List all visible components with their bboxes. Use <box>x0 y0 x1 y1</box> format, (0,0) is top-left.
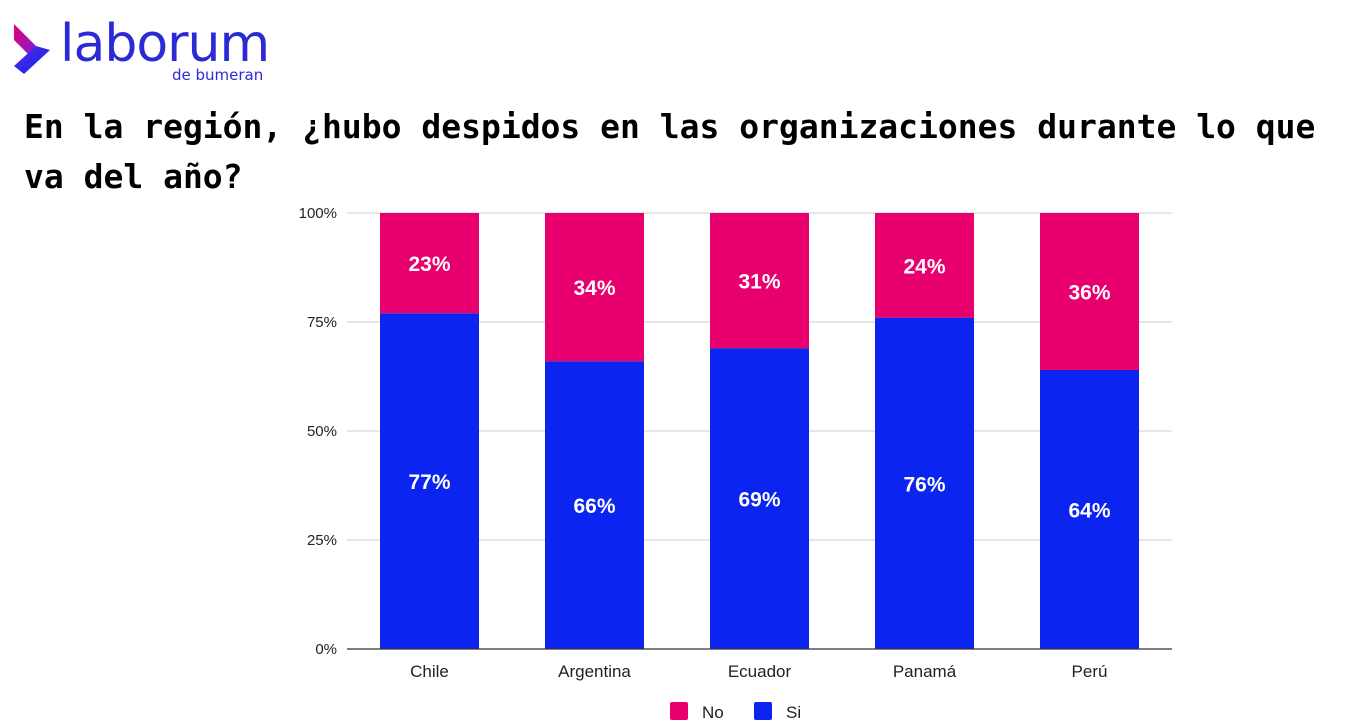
legend-swatch-si <box>754 702 772 720</box>
axes: 0% 25% 50% 75% 100% Chile Argentina Ecuador Pana… <box>299 205 1172 681</box>
y-tick-label: 75% <box>307 314 337 331</box>
bar-si-perú <box>1040 369 1139 649</box>
legend-label-no: No <box>702 703 724 722</box>
bar-si-argentina <box>545 361 644 649</box>
y-tick-label: 25% <box>307 532 337 549</box>
legend: No Si <box>670 702 801 722</box>
x-tick-label: Perú <box>1072 662 1108 681</box>
data-label: 69% <box>738 489 780 512</box>
legend-label-si: Si <box>786 703 801 722</box>
x-tick-label: Panamá <box>893 662 957 681</box>
data-label: 36% <box>1068 281 1110 304</box>
y-tick-label: 100% <box>299 205 337 222</box>
legend-swatch-no <box>670 702 688 720</box>
data-label: 64% <box>1068 499 1110 522</box>
brand-subtitle: de bumeran <box>172 66 264 84</box>
bar-si-chile <box>380 313 479 649</box>
data-label: 66% <box>573 495 615 518</box>
y-tick-label: 50% <box>307 423 337 440</box>
data-label: 34% <box>573 277 615 300</box>
x-tick-label: Ecuador <box>728 662 792 681</box>
brand-name: laborum <box>60 14 270 74</box>
bar-si-ecuador <box>710 348 809 649</box>
laborum-logo: laborum de bumeran <box>10 8 280 86</box>
x-tick-label: Argentina <box>558 662 631 681</box>
chart-title: En la región, ¿hubo despidos en las orga… <box>24 107 1316 196</box>
laborum-chevron-icon <box>14 24 50 74</box>
data-label: 23% <box>408 253 450 276</box>
data-label: 24% <box>903 255 945 278</box>
bar-no-perú <box>1040 213 1139 370</box>
x-tick-label: Chile <box>410 662 449 681</box>
bar-no-chile <box>380 213 479 314</box>
data-label: 76% <box>903 473 945 496</box>
bar-no-panamá <box>875 213 974 318</box>
data-labels: 77% 23% 66% 34% 69% 31% 76% 24% 64% 36% <box>408 253 1110 522</box>
data-label: 77% <box>408 471 450 494</box>
bar-si-panamá <box>875 317 974 649</box>
bar-no-argentina <box>545 213 644 362</box>
bars <box>380 213 1139 649</box>
data-label: 31% <box>738 271 780 294</box>
y-tick-label: 0% <box>315 641 337 658</box>
bar-no-ecuador <box>710 213 809 349</box>
